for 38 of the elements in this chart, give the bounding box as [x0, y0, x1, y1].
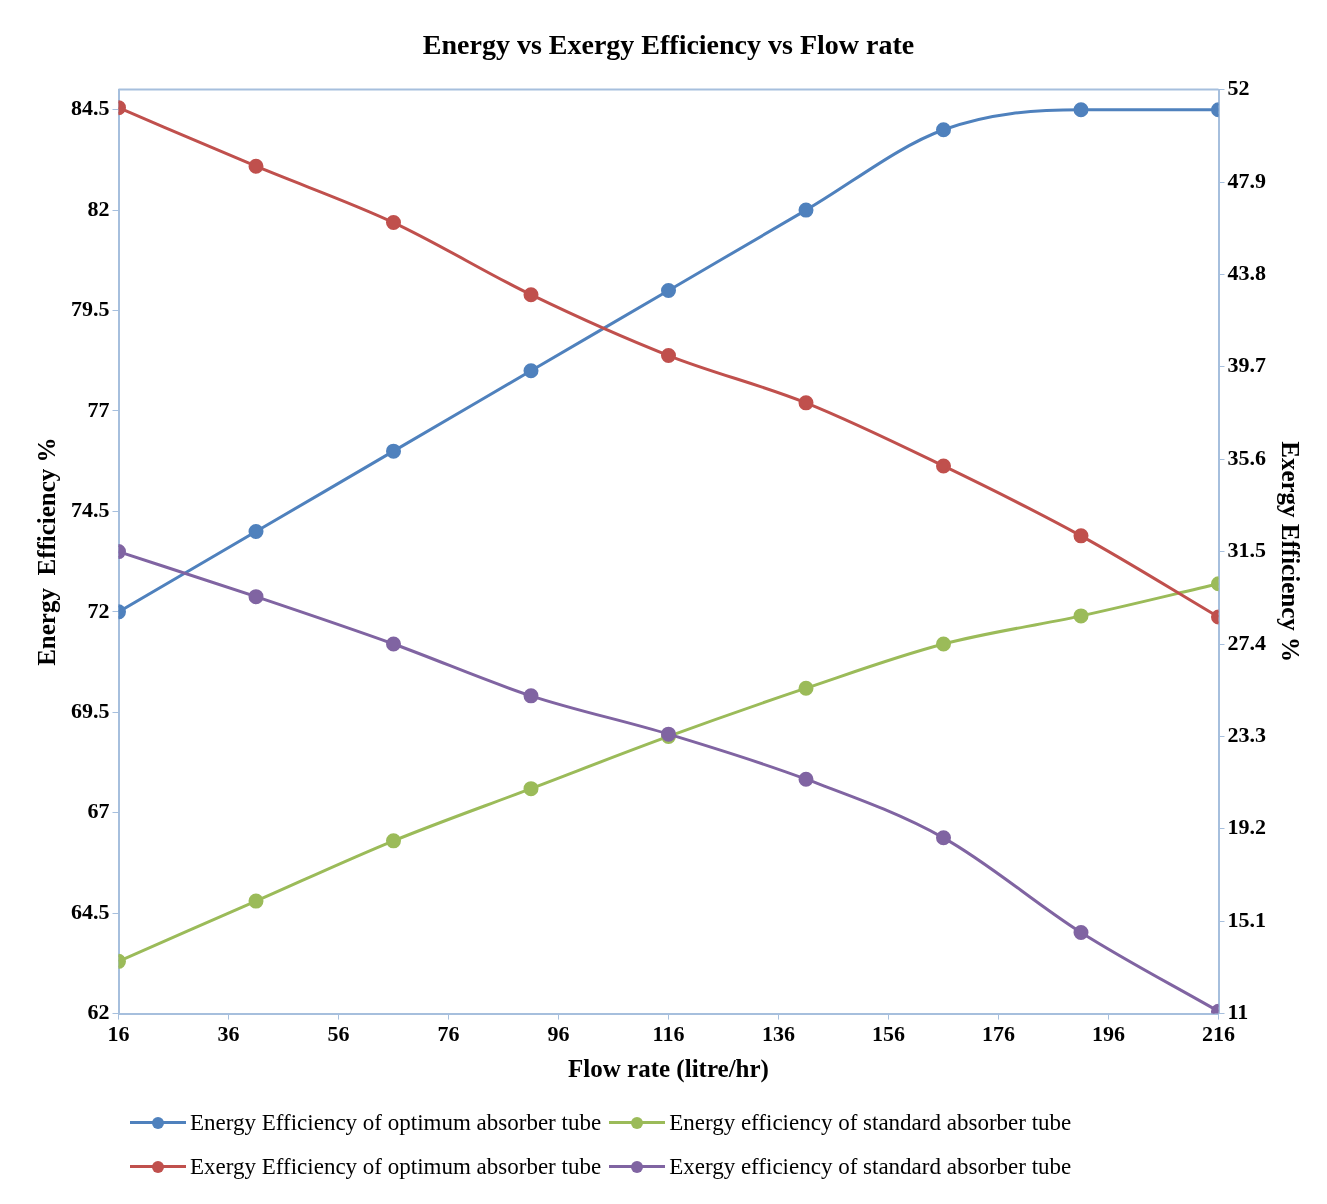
legend-label: Energy efficiency of standard absorber tube — [669, 1110, 1072, 1136]
x-tick-label: 96 — [547, 1021, 570, 1047]
x-tick-label: 176 — [982, 1021, 1015, 1047]
y-tick-label: 74.5 — [71, 497, 110, 523]
y-tick-label: 84.5 — [71, 95, 110, 121]
y2-axis-title: Exergy Efficiency % — [1276, 441, 1304, 662]
x-tick-label: 136 — [762, 1021, 795, 1047]
y2-tick-label: 31.5 — [1227, 537, 1266, 563]
y2-tick-label: 19.2 — [1227, 814, 1266, 840]
x-axis-title: Flow rate (litre/hr) — [568, 1055, 769, 1084]
y-tick-label: 64.5 — [71, 898, 110, 924]
y-tick-label: 77 — [87, 396, 110, 422]
chart-title: Energy vs Exergy Efficiency vs Flow rate — [422, 29, 915, 61]
y2-tick-label: 52 — [1227, 75, 1250, 101]
legend-label: Exergy efficiency of standard absorber tube — [669, 1154, 1072, 1180]
y-tick-label: 72 — [87, 597, 110, 623]
y2-tick-label: 35.6 — [1227, 444, 1266, 470]
y-tick-label: 62 — [87, 999, 110, 1025]
y2-tick-label: 27.4 — [1227, 629, 1266, 655]
y-tick-label: 67 — [87, 798, 110, 824]
x-tick-label: 56 — [327, 1021, 350, 1047]
legend-label: Energy Efficiency of optimum absorber tube — [190, 1110, 602, 1136]
y2-tick-label: 39.7 — [1227, 352, 1266, 378]
y2-tick-label: 23.3 — [1227, 722, 1266, 748]
x-tick-label: 196 — [1092, 1021, 1125, 1047]
y2-tick-label: 47.9 — [1227, 167, 1266, 193]
y-tick-label: 82 — [87, 195, 110, 221]
y2-tick-label: 43.8 — [1227, 260, 1266, 286]
y-tick-label: 69.5 — [71, 697, 110, 723]
x-tick-label: 16 — [107, 1021, 130, 1047]
x-tick-label: 76 — [437, 1021, 460, 1047]
y2-tick-label: 15.1 — [1227, 906, 1266, 932]
x-tick-label: 116 — [652, 1021, 685, 1047]
x-tick-label: 36 — [217, 1021, 240, 1047]
y-tick-label: 79.5 — [71, 296, 110, 322]
y-axis-title: Energy Efficiency % — [33, 437, 61, 666]
x-tick-label: 156 — [872, 1021, 905, 1047]
legend-label: Exergy Efficiency of optimum absorber tube — [190, 1154, 602, 1180]
